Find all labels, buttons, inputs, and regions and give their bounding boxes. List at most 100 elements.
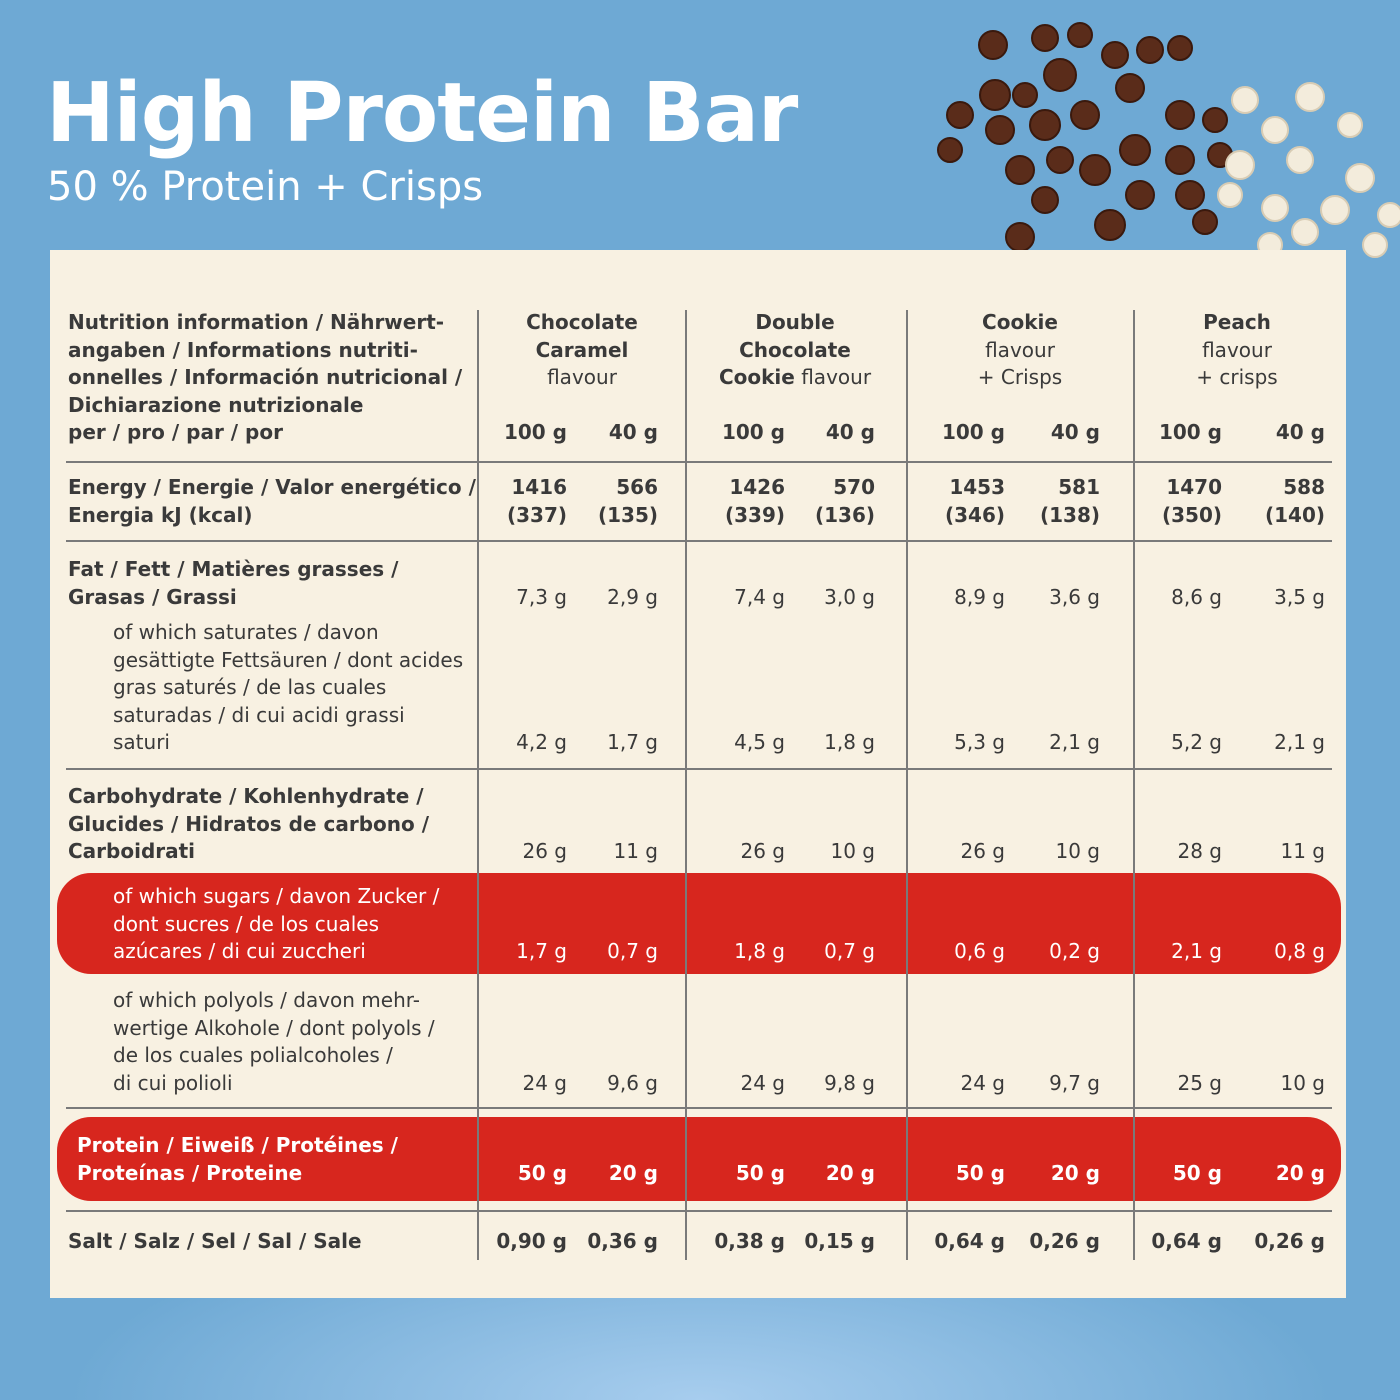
product-note: flavour [1202,337,1272,362]
cell-value: 0,26 g [1029,1229,1100,1253]
row-separator [66,1107,1332,1109]
row-label: of which sugars / davon Zucker / [113,884,440,908]
cell-value: (136) [814,502,875,527]
product-name: Chocolate [526,310,638,334]
amount-header: 40 g [825,420,875,444]
cell-value: 5,3 g [954,730,1005,754]
cell-value: 0,38 g [714,1229,785,1253]
cell-value: 24 g [960,1070,1005,1095]
cell-value: 24 g [522,1070,567,1095]
row-label: gras saturés / de las cuales [113,675,387,699]
row-label: saturadas / di cui acidi grassi [113,702,405,727]
amount-header: 40 g [1050,420,1100,444]
cell-value: 0,7 g [607,939,658,963]
cell-value: 1,7 g [607,730,658,754]
cell-value: 25 g [1177,1070,1222,1095]
amount-header: 100 g [721,420,785,444]
cell-value: 50 g [517,1160,567,1185]
cell-value: 1470 [1166,475,1222,499]
row-separator [66,461,1332,463]
cell-value: 1,8 g [824,730,875,754]
title: High Protein Bar [46,66,798,161]
product-note: flavour [547,365,617,389]
product-note: flavour [801,365,872,389]
row-label: Salt / Salz / Sel / Sal / Sale [68,1229,362,1253]
cell-value: 10 g [1280,1070,1325,1095]
product-name: Chocolate [739,337,851,362]
cell-value: 26 g [522,839,567,863]
cell-value: 1453 [949,475,1005,499]
cell-value: 2,1 g [1274,730,1325,754]
product-name: Double [755,310,835,334]
amount-header: 100 g [503,420,567,444]
corner-label: onnelles / Información nutricional / [68,365,463,389]
cell-value: 24 g [740,1070,785,1095]
row-label: Carboidrati [68,839,196,863]
amount-header: 100 g [941,420,1005,444]
cell-value: 1416 [511,475,567,499]
product-name: Cookie [718,365,795,389]
cell-value: 20 g [825,1160,875,1185]
cell-value: 566 [616,475,658,499]
cell-value: 0,90 g [496,1229,567,1253]
cell-value: 581 [1058,475,1100,499]
corner-label: Nutrition information / Nährwert- [68,310,445,334]
cell-value: (337) [506,502,567,527]
cell-value: 50 g [955,1160,1005,1185]
row-label: Fat / Fett / Matières grasses / [68,557,399,581]
cell-value: 4,2 g [516,730,567,754]
amount-header: 100 g [1158,420,1222,444]
row-label: Grasas / Grassi [68,584,237,609]
cell-value: 1426 [729,475,785,499]
cell-value: 0,15 g [804,1229,875,1253]
cell-value: 10 g [1055,839,1100,863]
cell-value: 3,5 g [1274,584,1325,609]
cell-value: 0,2 g [1049,939,1100,963]
amount-header: 40 g [608,420,658,444]
cell-value: 2,9 g [607,584,658,609]
cell-value: 0,6 g [954,939,1005,963]
cell-value: 50 g [1172,1160,1222,1185]
row-label: dont sucres / de los cuales [113,911,379,936]
cell-value: 11 g [1280,839,1325,863]
amount-header: 40 g [1275,420,1325,444]
cell-value: 0,26 g [1254,1229,1325,1253]
cell-value: 7,4 g [734,584,785,609]
row-label: wertige Alkohole / dont polyols / [113,1015,435,1040]
row-label: di cui polioli [113,1070,233,1095]
corner-label: Dichiarazione nutrizionale [68,392,364,417]
product-note: + crisps [1196,365,1278,389]
cell-value: 588 [1283,475,1325,499]
cell-value: (138) [1039,502,1100,527]
cell-value: 5,2 g [1171,730,1222,754]
row-label: Proteínas / Proteine [77,1160,303,1185]
row-label: de los cuales polialcoholes / [113,1043,393,1067]
column-separator [477,310,479,1260]
cell-value: 9,8 g [824,1070,875,1095]
cell-value: 20 g [608,1160,658,1185]
product-note: flavour [985,337,1055,362]
product-note: + Crisps [977,365,1063,389]
cell-value: (135) [597,502,658,527]
product-name: Peach [1203,310,1271,334]
product-name: Cookie [982,310,1058,334]
cell-value: 0,7 g [824,939,875,963]
cell-value: 20 g [1050,1160,1100,1185]
highlight-band [57,1117,1341,1201]
subtitle: 50 % Protein + Crisps [47,164,484,210]
row-label: Energia kJ (kcal) [68,502,253,527]
row-label: azúcares / di cui zuccheri [113,939,366,963]
cell-value: 3,6 g [1049,584,1100,609]
row-label: saturi [113,730,170,754]
cell-value: 50 g [735,1160,785,1185]
cell-value: 0,8 g [1274,939,1325,963]
cell-value: 8,6 g [1171,584,1222,609]
cell-value: 26 g [960,839,1005,863]
cell-value: (140) [1264,502,1325,527]
row-label: of which saturates / davon [113,620,379,644]
cell-value: 28 g [1177,839,1222,863]
row-label: Glucides / Hidratos de carbono / [68,811,430,836]
row-label: Carbohydrate / Kohlenhydrate / [68,784,424,808]
corner-label: per / pro / par / por [68,420,283,444]
